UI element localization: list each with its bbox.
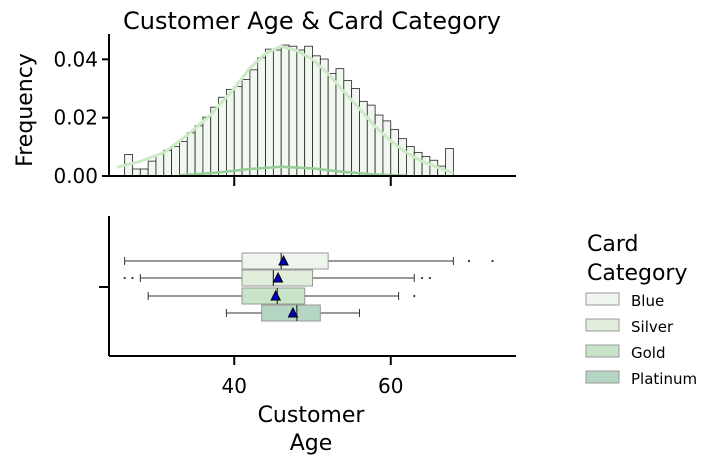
outlier-point	[420, 276, 424, 280]
histogram-bars	[124, 44, 454, 177]
histogram-bar	[413, 151, 423, 177]
histogram-bar	[327, 73, 337, 177]
histogram-bar	[406, 146, 415, 177]
y-tick-label: 0.04	[53, 47, 98, 71]
histogram-bar	[265, 48, 274, 177]
y-axis-label: Frequency	[13, 53, 38, 167]
legend-title-line1: Card	[587, 232, 638, 257]
x-tick-label: 60	[378, 374, 403, 398]
histogram-bar	[233, 86, 243, 177]
legend-swatch	[585, 318, 620, 332]
legend-label: Gold	[631, 344, 666, 362]
outlier-point	[131, 276, 134, 280]
mean-marker	[278, 254, 289, 266]
histogram-bar	[179, 141, 188, 177]
histogram-bar	[390, 129, 399, 177]
histogram-bar	[186, 132, 196, 177]
histogram-bar	[398, 138, 407, 177]
x-axis-label-line1: Customer	[258, 403, 366, 428]
histogram-bar	[194, 125, 204, 177]
legend-item-silver: Silver	[585, 318, 674, 336]
histogram-bar	[382, 120, 392, 177]
histogram-bar	[304, 45, 313, 177]
histogram-bar	[171, 146, 180, 177]
legend-label: Silver	[631, 318, 674, 336]
chart-title: Customer Age & Card Category	[123, 7, 501, 35]
kde-line-blue	[116, 44, 454, 175]
histogram-bar	[163, 149, 173, 177]
histogram-bar	[312, 55, 321, 177]
mean-marker	[270, 289, 282, 301]
x-tick-label: 40	[222, 374, 247, 398]
histogram-bar	[241, 79, 251, 177]
histogram-bar	[155, 154, 165, 177]
mean-marker	[287, 306, 299, 318]
kde-line-gold	[179, 165, 407, 177]
boxplots	[123, 252, 494, 322]
histogram-bar	[366, 104, 376, 177]
legend-swatch	[585, 344, 620, 358]
legend-swatch	[585, 292, 620, 306]
histogram-bar	[147, 160, 157, 177]
histogram-bar	[272, 49, 282, 177]
outlier-point	[467, 259, 471, 263]
histogram-bar	[139, 168, 149, 177]
histogram-bar	[280, 44, 290, 177]
legend-item-gold: Gold	[585, 344, 666, 362]
histogram-bar	[319, 58, 329, 177]
legend-label: Blue	[631, 292, 664, 310]
histogram-bar	[210, 106, 219, 177]
outlier-point	[123, 276, 126, 280]
legend-item-platinum: Platinum	[585, 370, 697, 388]
outlier-point	[491, 259, 494, 263]
legend: Blue Silver Gold Platinum	[585, 292, 697, 388]
histogram-bar	[257, 57, 266, 177]
top-axes: 0.00 0.02 0.04	[53, 34, 516, 188]
histogram-bar	[421, 156, 431, 177]
histogram-bar	[226, 88, 235, 177]
legend-item-blue: Blue	[585, 292, 664, 310]
boxplot-gold	[147, 287, 416, 305]
histogram-bar	[288, 45, 298, 177]
histogram-bar	[249, 69, 259, 177]
y-tick-label: 0.02	[53, 106, 98, 130]
y-tick-label: 0.00	[53, 164, 98, 188]
bottom-axes: 40 60	[99, 216, 516, 398]
histogram-bar	[202, 116, 212, 177]
kde-lines	[116, 44, 454, 177]
histogram-bar	[132, 168, 141, 177]
legend-title-line2: Category	[587, 261, 688, 286]
mean-marker	[272, 271, 284, 283]
outlier-point	[428, 276, 432, 280]
x-axis-label-line2: Age	[290, 431, 333, 456]
histogram-bar	[218, 96, 227, 177]
boxplot-platinum	[225, 304, 360, 322]
legend-swatch	[585, 370, 620, 384]
boxplot-blue	[124, 252, 494, 270]
histogram-bar	[374, 114, 384, 177]
outlier-point	[413, 294, 416, 298]
boxplot-silver	[123, 269, 432, 287]
legend-label: Platinum	[631, 370, 697, 388]
histogram-bar	[296, 49, 306, 177]
